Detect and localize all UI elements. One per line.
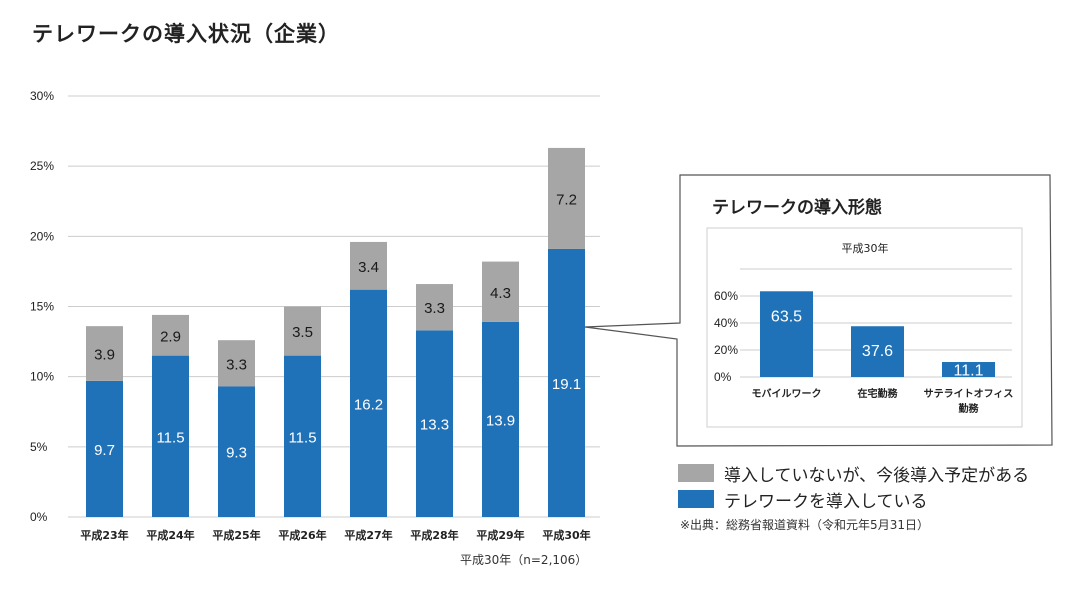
bar-adopted — [86, 380, 123, 517]
inset-bar — [760, 291, 813, 377]
inset-y-tick-label: 40% — [714, 316, 738, 330]
x-tick-label: 平成23年 — [80, 528, 128, 542]
data-label-planned: 3.3 — [226, 356, 247, 373]
bar-adopted — [152, 355, 189, 517]
bar-adopted — [482, 321, 519, 517]
inset-bar — [851, 326, 904, 377]
bar-planned — [284, 306, 321, 356]
x-tick-label: 平成25年 — [212, 528, 260, 542]
inset-data-label: 37.6 — [862, 343, 893, 360]
inset-x-tick-label: サテライトオフィス — [924, 388, 1014, 400]
data-label-adopted: 11.5 — [288, 429, 316, 446]
data-label-planned: 3.3 — [424, 300, 445, 317]
data-label-adopted: 13.3 — [420, 417, 449, 434]
data-label-planned: 3.5 — [292, 324, 313, 341]
data-label-planned: 2.9 — [160, 328, 181, 345]
bar-adopted — [416, 330, 453, 517]
bar-planned — [152, 314, 189, 356]
data-label-adopted: 9.7 — [94, 442, 115, 459]
legend-label-adopted: テレワークを導入している — [724, 491, 928, 512]
x-tick-label: 平成29年 — [476, 528, 524, 542]
bar-planned — [218, 340, 255, 387]
data-label-planned: 3.9 — [94, 347, 115, 364]
legend-swatch-adopted — [678, 490, 714, 508]
inset-x-tick-label: モバイルワーク — [752, 388, 822, 400]
legend-item-planned: 導入していないが、今後導入予定がある — [678, 460, 1029, 486]
legend-item-adopted: テレワークを導入している — [678, 486, 1029, 512]
sample-size-note: 平成30年（n=2,106） — [460, 553, 588, 567]
bar-adopted — [350, 289, 387, 517]
bar-adopted — [218, 386, 255, 517]
y-tick-label: 0% — [30, 510, 48, 524]
x-tick-label: 平成26年 — [278, 528, 326, 542]
legend-label-planned: 導入していないが、今後導入予定がある — [724, 465, 1030, 486]
bar-planned — [86, 326, 123, 381]
data-label-planned: 3.4 — [358, 259, 379, 276]
x-tick-label: 平成27年 — [344, 528, 392, 542]
data-label-planned: 4.3 — [490, 285, 511, 302]
data-label-adopted: 11.5 — [156, 429, 184, 446]
legend-swatch-planned — [678, 464, 714, 482]
bar-planned — [482, 261, 519, 322]
inset-x-tick-label: 勤務 — [959, 402, 980, 415]
inset-bar — [942, 362, 995, 377]
source-note: ※出典：総務省報道資料（令和元年5月31日） — [680, 518, 929, 532]
inset-subtitle: 平成30年 — [842, 241, 889, 255]
inset-y-tick-label: 0% — [714, 370, 732, 384]
inset-y-tick-label: 60% — [714, 289, 738, 303]
bar-adopted — [548, 248, 585, 518]
bar-planned — [350, 241, 387, 290]
inset-x-tick-label: 在宅勤務 — [858, 387, 899, 400]
inset-data-label: 11.1 — [954, 363, 984, 380]
y-tick-label: 30% — [30, 89, 54, 103]
x-tick-label: 平成30年 — [542, 528, 590, 542]
y-tick-label: 15% — [30, 300, 54, 314]
x-tick-label: 平成28年 — [410, 528, 458, 542]
y-tick-label: 25% — [30, 159, 54, 173]
data-label-adopted: 19.1 — [552, 376, 581, 393]
legend: 導入していないが、今後導入予定がある テレワークを導入している — [678, 460, 1029, 512]
y-tick-label: 20% — [30, 229, 54, 243]
bar-planned — [416, 284, 453, 331]
bar-planned — [548, 147, 585, 249]
y-tick-label: 10% — [30, 370, 54, 384]
data-label-adopted: 13.9 — [486, 412, 515, 429]
data-label-planned: 7.2 — [556, 191, 577, 208]
chart-title: テレワークの導入状況（企業） — [32, 22, 340, 46]
x-tick-label: 平成24年 — [146, 528, 194, 542]
bar-adopted — [284, 355, 321, 517]
inset-title: テレワークの導入形態 — [712, 198, 882, 218]
data-label-adopted: 16.2 — [354, 396, 383, 413]
data-label-adopted: 9.3 — [226, 445, 247, 462]
y-tick-label: 5% — [30, 440, 48, 454]
inset-data-label: 63.5 — [771, 308, 802, 325]
inset-y-tick-label: 20% — [714, 343, 738, 357]
